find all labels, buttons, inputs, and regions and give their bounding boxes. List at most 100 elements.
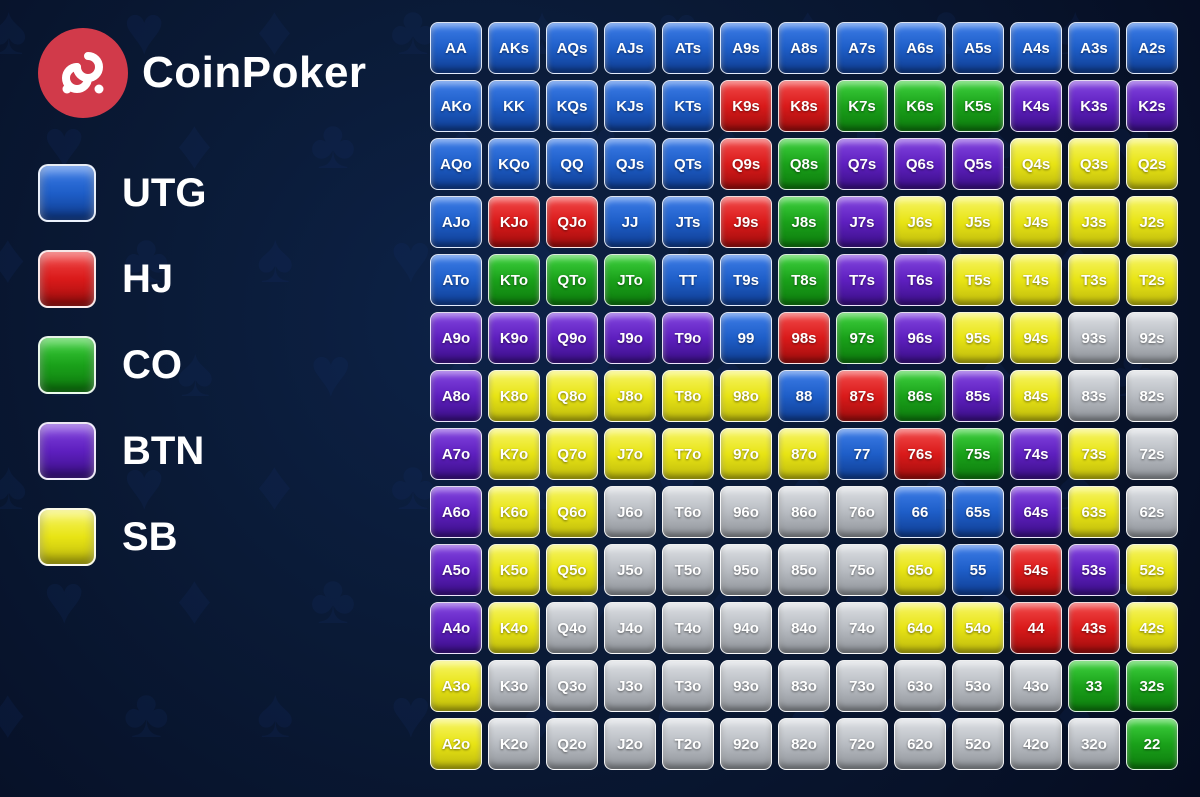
hand-cell: J4o: [604, 602, 656, 654]
hand-cell: 64s: [1010, 486, 1062, 538]
hand-cell: A2o: [430, 718, 482, 770]
hand-cell: 85o: [778, 544, 830, 596]
hand-cell: K4o: [488, 602, 540, 654]
hand-cell: 98s: [778, 312, 830, 364]
hand-cell: 94s: [1010, 312, 1062, 364]
hand-cell: J5s: [952, 196, 1004, 248]
hand-cell: 72s: [1126, 428, 1178, 480]
hand-cell: Q7s: [836, 138, 888, 190]
hand-cell: AQo: [430, 138, 482, 190]
hand-cell: 66: [894, 486, 946, 538]
legend-swatch-sb: [38, 508, 96, 566]
hand-cell: Q4s: [1010, 138, 1062, 190]
hand-cell: A7s: [836, 22, 888, 74]
hand-cell: JTo: [604, 254, 656, 306]
hand-cell: A2s: [1126, 22, 1178, 74]
hand-cell: QJs: [604, 138, 656, 190]
hand-cell: 97o: [720, 428, 772, 480]
hand-cell: T6s: [894, 254, 946, 306]
hand-cell: T8s: [778, 254, 830, 306]
hand-cell: 22: [1126, 718, 1178, 770]
hand-cell: 65s: [952, 486, 1004, 538]
hand-cell: Q9s: [720, 138, 772, 190]
hand-cell: J3o: [604, 660, 656, 712]
hand-cell: 44: [1010, 602, 1062, 654]
hand-cell: 43o: [1010, 660, 1062, 712]
hand-cell: Q7o: [546, 428, 598, 480]
legend-label-sb: SB: [122, 515, 178, 560]
hand-cell: JJ: [604, 196, 656, 248]
hand-cell: 93s: [1068, 312, 1120, 364]
hand-cell: A3s: [1068, 22, 1120, 74]
hand-cell: 98o: [720, 370, 772, 422]
hand-cell: 53s: [1068, 544, 1120, 596]
hand-cell: JTs: [662, 196, 714, 248]
hand-cell: 95s: [952, 312, 1004, 364]
hand-cell: T4s: [1010, 254, 1062, 306]
hand-cell: KTs: [662, 80, 714, 132]
hand-cell: 42s: [1126, 602, 1178, 654]
hand-cell: 82o: [778, 718, 830, 770]
hand-cell: A9o: [430, 312, 482, 364]
hand-cell: Q6o: [546, 486, 598, 538]
legend-label-utg: UTG: [122, 171, 206, 216]
hand-cell: 42o: [1010, 718, 1062, 770]
hand-cell: Q5o: [546, 544, 598, 596]
hand-cell: QTs: [662, 138, 714, 190]
legend-item-hj: HJ: [38, 250, 420, 308]
hand-cell: A3o: [430, 660, 482, 712]
hand-cell: 97s: [836, 312, 888, 364]
hand-cell: J8o: [604, 370, 656, 422]
hand-cell: 87o: [778, 428, 830, 480]
hand-cell: KJo: [488, 196, 540, 248]
hand-cell: QQ: [546, 138, 598, 190]
hand-cell: T2s: [1126, 254, 1178, 306]
hand-cell: 43s: [1068, 602, 1120, 654]
hand-cell: J7o: [604, 428, 656, 480]
brand-logo: CoinPoker: [38, 28, 420, 118]
hand-cell: 84o: [778, 602, 830, 654]
hand-cell: QTo: [546, 254, 598, 306]
hand-cell: Q8s: [778, 138, 830, 190]
hand-cell: K3o: [488, 660, 540, 712]
hand-cell: 76o: [836, 486, 888, 538]
hand-cell: 96s: [894, 312, 946, 364]
hand-cell: Q5s: [952, 138, 1004, 190]
legend-label-btn: BTN: [122, 429, 204, 474]
hand-cell: K6o: [488, 486, 540, 538]
hand-cell: A6o: [430, 486, 482, 538]
hand-cell: A6s: [894, 22, 946, 74]
hand-cell: J6o: [604, 486, 656, 538]
hand-cell: 76s: [894, 428, 946, 480]
hand-cell: KQo: [488, 138, 540, 190]
hand-cell: 52o: [952, 718, 1004, 770]
hand-cell: AJo: [430, 196, 482, 248]
hand-cell: 95o: [720, 544, 772, 596]
hand-cell: 54o: [952, 602, 1004, 654]
hand-cell: Q8o: [546, 370, 598, 422]
hand-cell: A7o: [430, 428, 482, 480]
hand-cell: 73s: [1068, 428, 1120, 480]
hand-cell: 64o: [894, 602, 946, 654]
hand-cell: 92s: [1126, 312, 1178, 364]
hand-cell: 86o: [778, 486, 830, 538]
hand-cell: 33: [1068, 660, 1120, 712]
hand-cell: A4s: [1010, 22, 1062, 74]
hand-cell: J7s: [836, 196, 888, 248]
hand-cell: TT: [662, 254, 714, 306]
hand-cell: 83s: [1068, 370, 1120, 422]
hand-cell: Q2s: [1126, 138, 1178, 190]
hand-cell: 52s: [1126, 544, 1178, 596]
hand-cell: AA: [430, 22, 482, 74]
hand-cell: 99: [720, 312, 772, 364]
legend-item-sb: SB: [38, 508, 420, 566]
hand-cell: T5s: [952, 254, 1004, 306]
hand-cell: Q3o: [546, 660, 598, 712]
hand-cell: ATo: [430, 254, 482, 306]
hand-cell: 75s: [952, 428, 1004, 480]
legend-swatch-hj: [38, 250, 96, 308]
hand-cell: 72o: [836, 718, 888, 770]
hand-cell: K4s: [1010, 80, 1062, 132]
hand-cell: KJs: [604, 80, 656, 132]
hand-cell: 92o: [720, 718, 772, 770]
